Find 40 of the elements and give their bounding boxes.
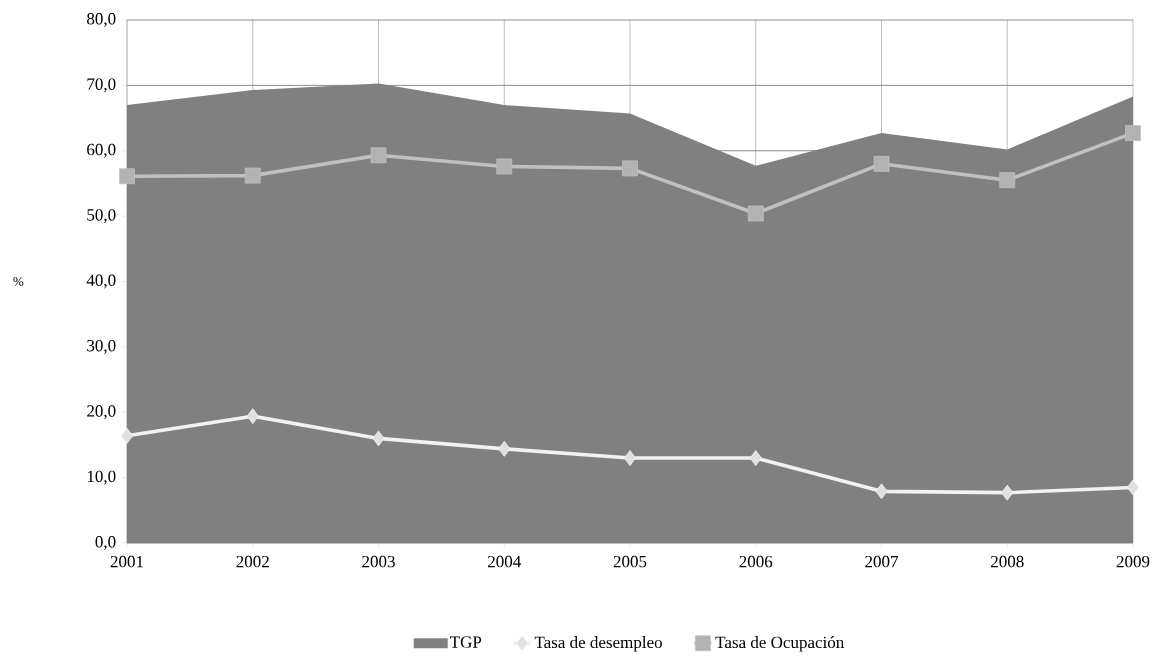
point: [747, 205, 764, 222]
y-tick-label: 50,0: [87, 209, 116, 224]
point: [498, 440, 511, 457]
point: [244, 167, 261, 184]
point: [1126, 479, 1140, 496]
point: [875, 483, 888, 500]
y-tick-label: 30,0: [87, 339, 116, 354]
point: [372, 430, 385, 447]
x-tick-label: 2005: [613, 555, 647, 568]
x-tick-label: 2001: [110, 555, 143, 568]
x-tick-label: 2007: [865, 555, 899, 568]
point: [120, 427, 134, 444]
y-tick-label: 60,0: [87, 143, 116, 158]
point: [873, 155, 890, 172]
y-axis-title: %: [13, 277, 24, 286]
legend-label: Tasa de desempleo: [534, 636, 662, 652]
point: [370, 147, 387, 164]
point: [749, 450, 762, 466]
x-tick-label: 2004: [488, 555, 521, 568]
legend-label: TGP: [450, 636, 482, 648]
x-tick-label: 2002: [236, 555, 269, 568]
point: [496, 158, 513, 175]
point: [1001, 484, 1014, 501]
x-tick-label: 2003: [362, 555, 395, 568]
point: [119, 168, 135, 185]
x-tick-label: 2006: [739, 555, 773, 568]
y-tick-label: 80,0: [87, 13, 116, 27]
point: [623, 450, 637, 466]
y-tick-label: 10,0: [87, 470, 116, 485]
y-tick-label: 20,0: [87, 405, 116, 420]
y-tick-label: 70,0: [87, 78, 116, 93]
y-tick-label: 0,0: [95, 536, 116, 550]
y-tick-label: 40,0: [86, 274, 116, 289]
point: [622, 160, 638, 177]
point: [1125, 125, 1141, 141]
point: [999, 172, 1016, 189]
point: [246, 408, 259, 425]
legend-label: Tasa de Ocupación: [715, 636, 845, 652]
x-tick-label: 2009: [1116, 555, 1150, 568]
x-tick-label: 2008: [991, 555, 1024, 568]
